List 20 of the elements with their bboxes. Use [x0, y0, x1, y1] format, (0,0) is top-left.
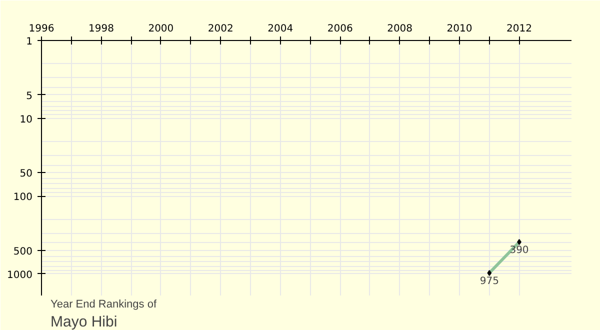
text: Mayo Hibi	[50, 314, 118, 330]
x-tick-label: 1998	[88, 24, 114, 34]
x-tick-label: 2012	[506, 24, 532, 34]
y-tick-label: 1	[26, 36, 33, 48]
x-tick-label: 2008	[387, 24, 413, 34]
x-tick-label: 2002	[208, 24, 234, 34]
x-tick-label: 2010	[446, 24, 472, 34]
y-tick-label: 50	[20, 168, 33, 180]
data-label: 390	[510, 245, 529, 256]
x-tick-label: 1996	[28, 24, 54, 34]
text: Year End Rankings of	[50, 298, 158, 310]
y-tick-label: 100	[13, 192, 33, 204]
y-tick-label: 500	[13, 246, 33, 258]
x-tick-label: 2006	[327, 24, 353, 34]
data-label: 975	[480, 276, 499, 287]
x-tick-label: 2000	[148, 24, 174, 34]
y-tick-label: 1000	[7, 270, 33, 281]
x-tick-label: 2004	[268, 24, 294, 34]
y-tick-label: 10	[20, 114, 33, 126]
y-tick-label: 5	[26, 90, 33, 102]
